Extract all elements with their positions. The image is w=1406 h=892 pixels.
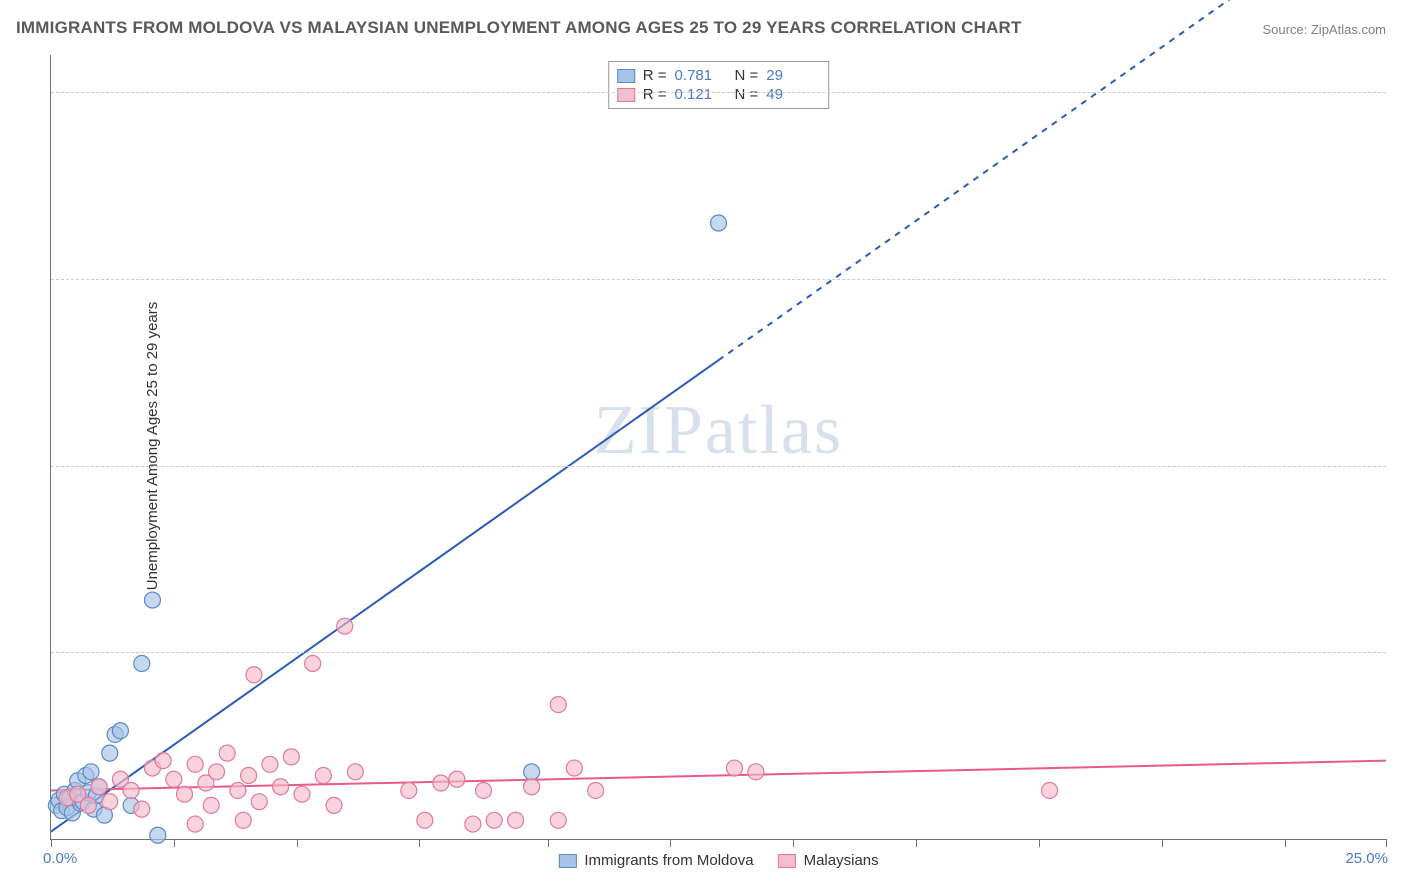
bottom-legend-item: Malaysians (778, 852, 879, 869)
data-point (262, 756, 278, 772)
x-tick (793, 839, 794, 847)
data-point (315, 768, 331, 784)
data-point (550, 697, 566, 713)
bottom-legend: Immigrants from Moldova Malaysians (558, 852, 878, 869)
gridline (51, 279, 1386, 280)
data-point (711, 215, 727, 231)
data-point (134, 656, 150, 672)
x-tick (419, 839, 420, 847)
data-point (209, 764, 225, 780)
legend-swatch (558, 854, 576, 868)
data-point (155, 753, 171, 769)
data-point (727, 760, 743, 776)
data-point (83, 764, 99, 780)
stats-legend: R = 0.781 N = 29 R = 0.121 N = 49 (608, 61, 830, 109)
data-point (508, 812, 524, 828)
data-point (588, 782, 604, 798)
data-point (401, 782, 417, 798)
data-point (102, 794, 118, 810)
data-point (476, 782, 492, 798)
x-tick (1162, 839, 1163, 847)
y-tick-label: 50.0% (1396, 457, 1406, 474)
stat-r-label: R = (643, 67, 667, 84)
data-point (294, 786, 310, 802)
bottom-legend-item: Immigrants from Moldova (558, 852, 753, 869)
stat-r-value: 0.121 (675, 86, 727, 103)
data-point (80, 797, 96, 813)
x-tick (1285, 839, 1286, 847)
x-origin-label: 0.0% (43, 850, 77, 867)
trend-line-extrapolated (719, 0, 1387, 360)
y-tick-label: 25.0% (1396, 644, 1406, 661)
x-tick (297, 839, 298, 847)
data-point (748, 764, 764, 780)
data-point (150, 827, 166, 843)
data-point (144, 592, 160, 608)
x-max-label: 25.0% (1345, 850, 1388, 867)
stats-legend-row: R = 0.781 N = 29 (617, 66, 819, 85)
stat-n-label: N = (735, 86, 759, 103)
data-point (326, 797, 342, 813)
data-point (273, 779, 289, 795)
data-point (347, 764, 363, 780)
data-point (102, 745, 118, 761)
data-point (524, 779, 540, 795)
x-tick (51, 839, 52, 847)
data-point (241, 768, 257, 784)
data-point (1042, 782, 1058, 798)
data-point (219, 745, 235, 761)
data-point (449, 771, 465, 787)
plot-area: ZIPatlas R =0.781N =29R =0.121N =49 0.0%… (50, 55, 1386, 840)
chart-title: IMMIGRANTS FROM MOLDOVA VS MALAYSIAN UNE… (16, 18, 1022, 38)
data-point (283, 749, 299, 765)
stat-n-value: 29 (766, 67, 818, 84)
stat-r-value: 0.781 (675, 67, 727, 84)
data-point (486, 812, 502, 828)
data-point (134, 801, 150, 817)
data-point (251, 794, 267, 810)
data-point (550, 812, 566, 828)
x-tick (548, 839, 549, 847)
data-point (433, 775, 449, 791)
x-tick (1039, 839, 1040, 847)
data-point (177, 786, 193, 802)
data-point (524, 764, 540, 780)
bottom-legend-label: Immigrants from Moldova (584, 852, 753, 869)
data-point (235, 812, 251, 828)
data-point (230, 782, 246, 798)
stat-n-label: N = (735, 67, 759, 84)
y-tick-label: 100.0% (1396, 84, 1406, 101)
data-point (337, 618, 353, 634)
data-point (123, 782, 139, 798)
legend-swatch (617, 88, 635, 102)
data-point (246, 667, 262, 683)
data-point (187, 816, 203, 832)
stat-n-value: 49 (766, 86, 818, 103)
legend-swatch (778, 854, 796, 868)
bottom-legend-label: Malaysians (804, 852, 879, 869)
data-point (166, 771, 182, 787)
x-tick (174, 839, 175, 847)
data-point (91, 779, 107, 795)
data-point (305, 656, 321, 672)
gridline (51, 652, 1386, 653)
gridline (51, 466, 1386, 467)
data-point (566, 760, 582, 776)
x-tick (1386, 839, 1387, 847)
stats-legend-row: R = 0.121 N = 49 (617, 85, 819, 104)
gridline (51, 92, 1386, 93)
legend-swatch (617, 69, 635, 83)
y-tick-label: 75.0% (1396, 271, 1406, 288)
data-point (465, 816, 481, 832)
x-tick (670, 839, 671, 847)
chart-source: Source: ZipAtlas.com (1262, 22, 1386, 37)
x-tick (916, 839, 917, 847)
data-point (417, 812, 433, 828)
data-point (112, 723, 128, 739)
data-point (203, 797, 219, 813)
data-point (187, 756, 203, 772)
plot-svg (51, 55, 1386, 839)
stat-r-label: R = (643, 86, 667, 103)
